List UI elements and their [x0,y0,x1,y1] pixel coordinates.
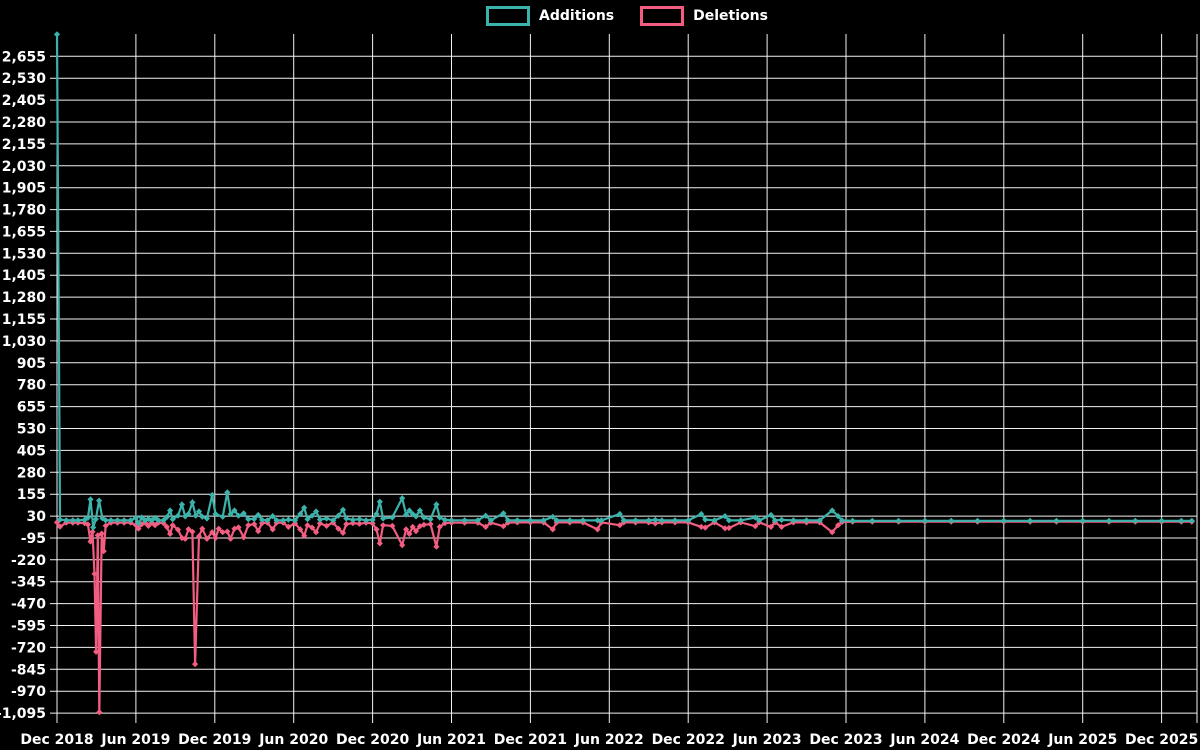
svg-text:405: 405 [17,443,46,459]
svg-text:-970: -970 [11,684,46,700]
svg-text:-1,095: -1,095 [0,706,46,722]
additions-swatch [486,6,531,26]
svg-text:Jun 2020: Jun 2020 [258,732,328,748]
svg-text:Jun 2025: Jun 2025 [1047,732,1117,748]
svg-text:-470: -470 [11,597,46,613]
svg-text:2,530: 2,530 [2,71,47,87]
svg-text:1,155: 1,155 [2,312,46,328]
svg-text:Dec 2020: Dec 2020 [336,732,410,748]
svg-text:-845: -845 [11,662,46,678]
svg-text:Jun 2019: Jun 2019 [100,732,170,748]
y-axis-labels: 2,655 2,530 2,405 2,280 2,155 2,030 1,905 1,780… [0,49,46,722]
additions-markers [53,31,1195,531]
svg-text:780: 780 [17,378,46,394]
svg-text:2,155: 2,155 [2,137,46,153]
svg-text:Jun 2023: Jun 2023 [732,732,802,748]
svg-text:155: 155 [17,487,46,503]
svg-text:655: 655 [17,400,46,416]
deletions-line [53,518,1195,716]
svg-text:530: 530 [17,422,46,438]
deletions-swatch [640,6,685,26]
svg-text:30: 30 [27,509,47,525]
svg-text:2,405: 2,405 [2,93,46,109]
svg-text:Dec 2023: Dec 2023 [809,732,882,748]
svg-text:1,405: 1,405 [2,268,46,284]
y-gridlines [50,55,1197,714]
x-gridlines [56,34,1198,723]
x-axis-labels: Dec 2018 Jun 2019 Dec 2019 Jun 2020 Dec 2020… [20,732,1198,748]
legend-item-deletions[interactable]: Deletions [640,6,768,26]
additions-line [53,31,1195,531]
svg-text:905: 905 [17,356,46,372]
svg-text:2,280: 2,280 [2,115,47,131]
svg-text:Dec 2022: Dec 2022 [652,732,725,748]
svg-text:-345: -345 [11,575,46,591]
additions-legend-label: Additions [539,8,615,24]
svg-text:Dec 2019: Dec 2019 [178,732,251,748]
legend-item-additions[interactable]: Additions [486,6,614,26]
svg-text:Dec 2018: Dec 2018 [20,732,93,748]
svg-text:-595: -595 [11,619,46,635]
svg-text:Jun 2021: Jun 2021 [416,732,486,748]
svg-text:Dec 2025: Dec 2025 [1125,732,1198,748]
svg-text:1,530: 1,530 [2,246,47,262]
svg-text:1,655: 1,655 [2,224,46,240]
svg-text:2,030: 2,030 [2,159,47,175]
svg-text:1,280: 1,280 [2,290,47,306]
svg-text:Dec 2021: Dec 2021 [494,732,567,748]
svg-text:Jun 2024: Jun 2024 [889,732,959,748]
svg-text:-720: -720 [11,640,46,656]
svg-text:2,655: 2,655 [2,49,46,65]
svg-text:Dec 2024: Dec 2024 [967,732,1041,748]
deletions-legend-label: Deletions [693,8,768,24]
svg-text:-95: -95 [21,531,46,547]
svg-text:1,905: 1,905 [2,181,46,197]
svg-text:1,030: 1,030 [2,334,47,350]
svg-text:Jun 2022: Jun 2022 [574,732,644,748]
svg-text:1,780: 1,780 [2,203,47,219]
chart-legend: Additions Deletions [57,6,1197,26]
svg-text:280: 280 [17,465,46,481]
deletions-markers [53,518,1195,716]
svg-text:-220: -220 [11,553,46,569]
